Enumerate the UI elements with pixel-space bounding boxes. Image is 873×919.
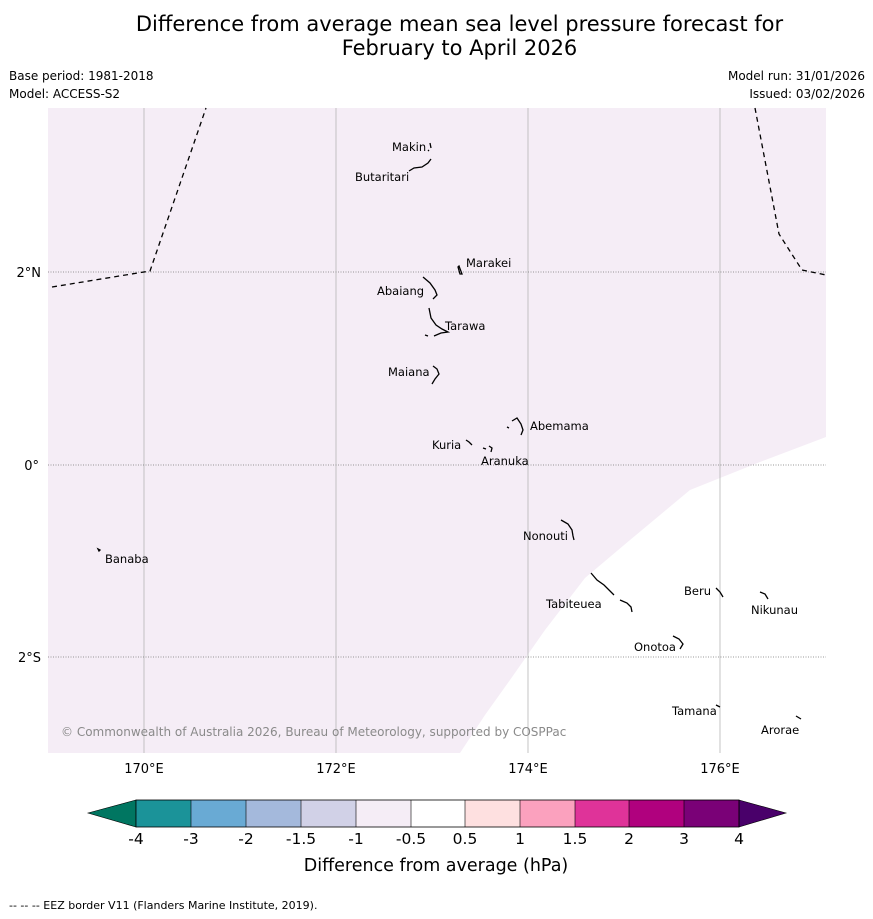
meta-right: Model run: 31/01/2026 Issued: 03/02/2026: [728, 67, 865, 103]
place-label: Aranuka: [481, 454, 529, 468]
title-line-1: Difference from average mean sea level p…: [135, 12, 784, 36]
colorbar-segment: [411, 800, 465, 827]
colorbar-segment: [136, 800, 191, 827]
chart-title: Difference from average mean sea level p…: [0, 12, 873, 60]
place-label: Marakei: [466, 256, 511, 270]
island-onotoa: [672, 635, 684, 650]
colorbar-tick: 1: [515, 830, 525, 848]
island-banaba: [96, 547, 102, 553]
colorbar-segment: [301, 800, 356, 827]
island-butaritari: [408, 158, 432, 172]
islands: [96, 142, 802, 720]
lat-label: 2°N: [17, 266, 42, 281]
place-label: Butaritari: [355, 170, 409, 184]
colorbar-tick: 0.5: [453, 830, 478, 848]
place-label: Onotoa: [634, 640, 676, 654]
colorbar: -4 -3 -2 -1.5 -1 -0.5 0.5 1 1.5 2 3 4 Di…: [86, 799, 788, 876]
colorbar-segment: [520, 800, 575, 827]
eez-border-note: -- -- -- EEZ border V11 (Flanders Marine…: [9, 899, 318, 912]
island-nonouti: [560, 519, 575, 541]
colorbar-tick: 2: [624, 830, 634, 848]
model-run: Model run: 31/01/2026: [727, 69, 865, 83]
colorbar-tick: 4: [734, 830, 744, 848]
island-marakei: [457, 264, 463, 275]
place-label: Tarawa: [444, 319, 485, 333]
island-tamana: [715, 704, 721, 708]
place-label: Nikunau: [751, 603, 798, 617]
place-label: Tabiteuea: [545, 597, 602, 611]
island-abaiang: [422, 276, 438, 300]
parallels: [48, 271, 826, 658]
model-name: Model: ACCESS-S2: [9, 87, 121, 101]
graticule: [143, 108, 721, 753]
colorbar-segment: [575, 800, 629, 827]
colorbar-tick: -4: [128, 830, 143, 848]
island-aranuka: [482, 445, 493, 453]
place-labels: Makin Butaritari Marakei Abaiang Tarawa …: [105, 140, 799, 737]
title-line-2: February to April 2026: [341, 36, 578, 60]
colorbar-ticks: -4 -3 -2 -1.5 -1 -0.5 0.5 1 1.5 2 3 4: [128, 830, 744, 848]
colorbar-segment: [356, 800, 411, 827]
island-kuria: [465, 439, 473, 446]
colorbar-segment: [465, 800, 520, 827]
eez-border-east: [754, 107, 827, 276]
eez-border-west: [51, 107, 207, 288]
colorbar-segment: [684, 800, 739, 827]
base-period: Base period: 1981-2018: [9, 69, 154, 83]
colorbar-tick: -0.5: [396, 830, 426, 848]
map-panel: Makin Butaritari Marakei Abaiang Tarawa …: [48, 107, 827, 753]
island-tarawa: [424, 307, 451, 337]
colorbar-tick: -3: [183, 830, 198, 848]
colorbar-tick: 1.5: [563, 830, 588, 848]
colorbar-extend-low: [86, 799, 137, 828]
place-label: Makin: [392, 140, 426, 154]
place-label: Banaba: [105, 552, 149, 566]
issued-date: Issued: 03/02/2026: [749, 87, 865, 101]
place-label: Abemama: [530, 419, 589, 433]
lat-label: 0°: [24, 459, 39, 474]
place-label: Kuria: [432, 438, 461, 452]
colorbar-segment: [191, 800, 246, 827]
island-nikunau: [759, 591, 769, 600]
pressure-anomaly-fill: [48, 108, 826, 753]
colorbar-tick: -1: [348, 830, 363, 848]
colorbar-segment: [246, 800, 301, 827]
colorbar-tick: -2: [238, 830, 253, 848]
colorbar-tick: 3: [679, 830, 689, 848]
colorbar-segment: [629, 800, 684, 827]
meta-left: Base period: 1981-2018 Model: ACCESS-S2: [9, 67, 154, 103]
place-label: Tamana: [671, 704, 717, 718]
axis-labels: 170°E 172°E 174°E 176°E 2°N 0° 2°S: [17, 266, 740, 777]
colorbar-title: Difference from average (hPa): [304, 856, 569, 876]
place-label: Nonouti: [523, 529, 568, 543]
island-beru: [715, 587, 724, 598]
colorbar-frame: [135, 799, 740, 828]
lon-label: 174°E: [508, 762, 548, 777]
lon-label: 172°E: [316, 762, 356, 777]
place-label: Maiana: [388, 365, 430, 379]
colorbar-dividers: [190, 800, 685, 827]
place-label: Beru: [684, 584, 711, 598]
eez-border: [51, 107, 827, 288]
colorbar-extend-high: [738, 799, 788, 828]
island-abemama: [506, 417, 524, 436]
colorbar-tick: -1.5: [286, 830, 316, 848]
place-label: Arorae: [761, 723, 799, 737]
lat-label: 2°S: [18, 651, 41, 666]
copyright-notice: © Commonwealth of Australia 2026, Bureau…: [61, 725, 566, 739]
lon-label: 176°E: [700, 762, 740, 777]
island-tabiteuea: [590, 572, 633, 613]
island-arorae: [795, 715, 802, 720]
place-label: Abaiang: [377, 284, 424, 298]
lon-label: 170°E: [124, 762, 164, 777]
island-makin: [427, 142, 432, 152]
island-maiana: [431, 365, 440, 385]
